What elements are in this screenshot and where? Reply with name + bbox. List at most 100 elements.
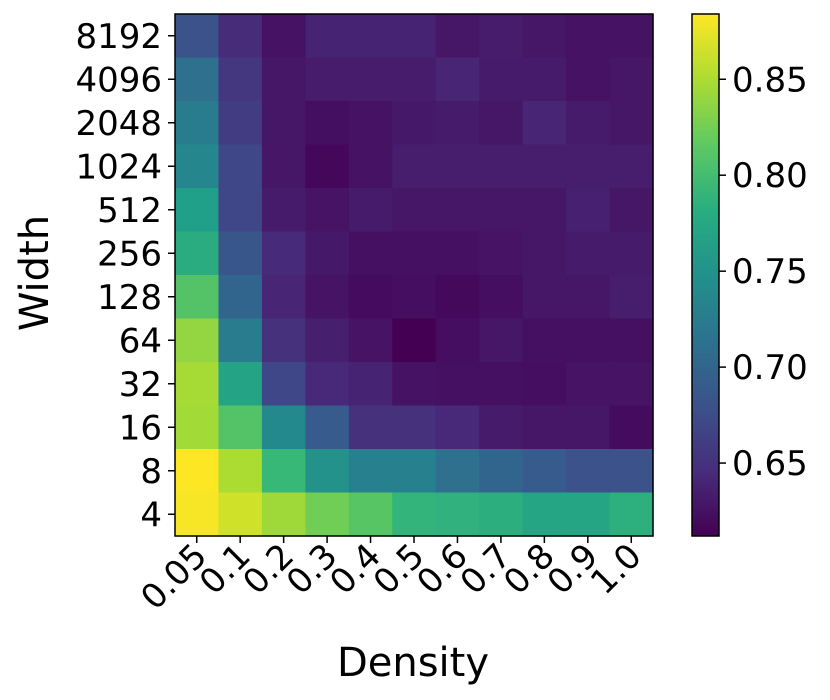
heatmap-cell xyxy=(522,14,567,59)
heatmap-cell xyxy=(566,231,611,276)
heatmap-cell xyxy=(392,57,437,102)
heatmap-cell xyxy=(435,144,480,189)
heatmap-cell xyxy=(305,449,350,494)
heatmap-cell xyxy=(435,362,480,407)
y-tick-label: 4 xyxy=(140,495,162,535)
heatmap-cell xyxy=(305,188,350,233)
heatmap-cell xyxy=(348,318,393,363)
heatmap-cell xyxy=(609,449,654,494)
x-axis-ticks: 0.050.10.20.30.40.50.60.70.80.91.0 xyxy=(133,536,650,618)
y-tick-label: 128 xyxy=(97,278,162,318)
heatmap-cell xyxy=(175,188,220,233)
heatmap-cell xyxy=(479,144,524,189)
heatmap-cell xyxy=(218,101,263,146)
heatmap-cell xyxy=(261,101,306,146)
y-tick-label: 8192 xyxy=(75,17,162,57)
heatmap-cell xyxy=(435,188,480,233)
heatmap-cell xyxy=(218,362,263,407)
heatmap-cell xyxy=(566,362,611,407)
heatmap-cell xyxy=(392,492,437,537)
heatmap-cell xyxy=(218,492,263,537)
y-tick-label: 64 xyxy=(119,321,162,361)
heatmap-cell xyxy=(522,449,567,494)
colorbar-tick-label: 0.70 xyxy=(732,348,808,388)
heatmap-cell xyxy=(175,492,220,537)
heatmap-cell xyxy=(392,275,437,320)
heatmap-cell xyxy=(261,231,306,276)
heatmap-cell xyxy=(392,188,437,233)
y-tick-label: 16 xyxy=(119,408,162,448)
heatmap-cell xyxy=(305,362,350,407)
heatmap-cell xyxy=(261,449,306,494)
heatmap-cell xyxy=(261,144,306,189)
heatmap-cell xyxy=(305,101,350,146)
heatmap-cell xyxy=(175,231,220,276)
heatmap-cell xyxy=(392,449,437,494)
heatmap-cell xyxy=(609,362,654,407)
heatmap-cell xyxy=(435,449,480,494)
heatmap-cell xyxy=(261,362,306,407)
heatmap-cell xyxy=(522,101,567,146)
heatmap-cell xyxy=(479,101,524,146)
colorbar-tick-label: 0.75 xyxy=(732,252,808,292)
heatmap-cell xyxy=(435,101,480,146)
heatmap-cell xyxy=(479,362,524,407)
heatmap-cell xyxy=(392,101,437,146)
heatmap-cell xyxy=(522,362,567,407)
heatmap-cell xyxy=(218,188,263,233)
heatmap-cell xyxy=(522,492,567,537)
heatmap-cell xyxy=(522,188,567,233)
heatmap-cell xyxy=(609,405,654,450)
heatmap-cell xyxy=(609,492,654,537)
heatmap-cell xyxy=(566,14,611,59)
heatmap-cell xyxy=(435,318,480,363)
heatmap-cell xyxy=(348,101,393,146)
heatmap-cell xyxy=(261,188,306,233)
heatmap-cell xyxy=(175,449,220,494)
heatmap-cell xyxy=(479,492,524,537)
heatmap-cell xyxy=(348,449,393,494)
heatmap-cell xyxy=(566,405,611,450)
heatmap-cell xyxy=(218,14,263,59)
heatmap-cell xyxy=(392,318,437,363)
heatmap-cell xyxy=(479,318,524,363)
heatmap-cell xyxy=(609,275,654,320)
heatmap-cell xyxy=(392,14,437,59)
heatmap-cell xyxy=(392,144,437,189)
y-tick-label: 512 xyxy=(97,191,162,231)
heatmap-cell xyxy=(261,318,306,363)
heatmap-cell xyxy=(305,318,350,363)
y-tick-label: 4096 xyxy=(75,60,162,100)
heatmap-cell xyxy=(218,449,263,494)
heatmap-cell xyxy=(522,231,567,276)
heatmap-cell xyxy=(218,275,263,320)
heatmap-cell xyxy=(522,318,567,363)
colorbar-tick-label: 0.80 xyxy=(732,156,808,196)
heatmap-cell xyxy=(175,405,220,450)
heatmap-cell xyxy=(218,144,263,189)
heatmap-cell xyxy=(218,57,263,102)
heatmap-cell xyxy=(348,405,393,450)
heatmap-cell xyxy=(435,405,480,450)
heatmap-cell xyxy=(609,318,654,363)
heatmap-cell xyxy=(348,144,393,189)
y-tick-label: 32 xyxy=(119,365,162,405)
colorbar-tick-label: 0.65 xyxy=(732,444,808,484)
heatmap-cell xyxy=(479,231,524,276)
heatmap-cell xyxy=(305,275,350,320)
heatmap-cell xyxy=(522,275,567,320)
heatmap-cell xyxy=(305,14,350,59)
heatmap-cell xyxy=(435,492,480,537)
heatmap-cell xyxy=(566,275,611,320)
heatmap-cell xyxy=(479,14,524,59)
y-tick-label: 8 xyxy=(140,452,162,492)
heatmap-cell xyxy=(175,14,220,59)
y-tick-label: 1024 xyxy=(75,147,162,187)
heatmap-cell xyxy=(566,318,611,363)
heatmap-cell xyxy=(348,231,393,276)
y-tick-label: 2048 xyxy=(75,104,162,144)
heatmap-cell xyxy=(566,188,611,233)
heatmap-cell xyxy=(175,57,220,102)
x-axis-title: Density xyxy=(337,640,489,686)
